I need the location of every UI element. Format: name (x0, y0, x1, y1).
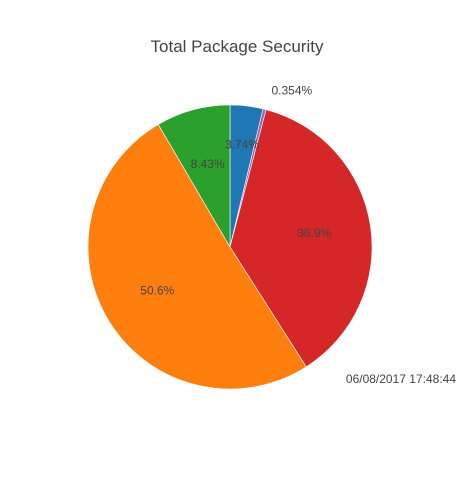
pie-slice-labels: 3.74% 0.354% 36.9% 50.6% 8.43% (140, 84, 331, 298)
slice-label-1: 0.354% (272, 84, 313, 98)
pie-slice-3 (87, 124, 307, 390)
pie-slices (87, 104, 373, 390)
timestamp-label: 06/08/2017 17:48:44 (346, 372, 456, 386)
slice-label-0: 3.74% (225, 138, 259, 152)
pie-slice-4 (157, 104, 231, 249)
slice-label-3: 50.6% (140, 284, 174, 298)
slice-label-2: 36.9% (297, 226, 331, 240)
slice-label-4: 8.43% (191, 157, 225, 171)
chart-title: Total Package Security (151, 37, 324, 56)
